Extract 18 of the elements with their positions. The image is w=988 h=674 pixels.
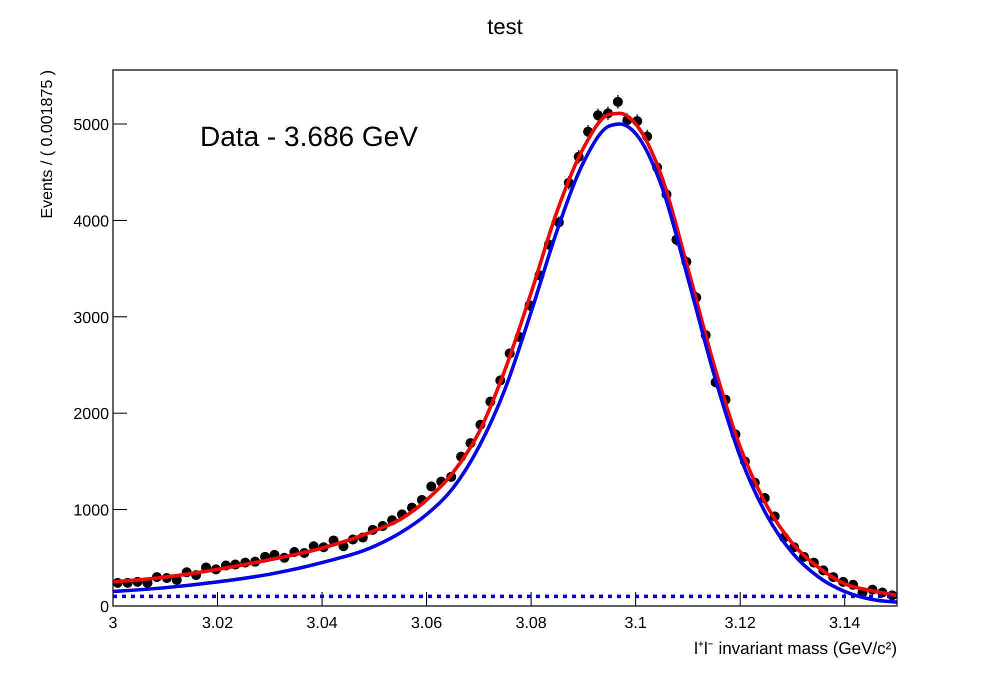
y-tick-label: 3000 (73, 310, 110, 327)
x-axis-title: l⁺l⁻ invariant mass (GeV/c²) (694, 639, 897, 658)
y-axis-title: Events / ( 0.001875 ) (39, 70, 56, 219)
chart-title: test (487, 14, 523, 39)
x-tick-label: 3.02 (202, 615, 234, 632)
x-tick-label: 3.12 (724, 615, 756, 632)
y-tick-label: 4000 (73, 213, 110, 230)
y-tick-label: 1000 (73, 502, 110, 520)
x-tick-label: 3.08 (516, 615, 547, 632)
annotation: Data - 3.686 GeV (200, 121, 418, 152)
x-tick-label: 3.06 (411, 615, 442, 632)
y-tick-label: 2000 (73, 406, 110, 424)
x-tick-label: 3.14 (829, 615, 860, 632)
y-tick-label: 0 (100, 599, 110, 616)
x-tick-label: 3.04 (306, 615, 338, 632)
x-tick-label: 3.1 (624, 615, 647, 632)
x-tick-label: 3 (108, 615, 118, 632)
y-tick-label: 5000 (73, 116, 110, 134)
